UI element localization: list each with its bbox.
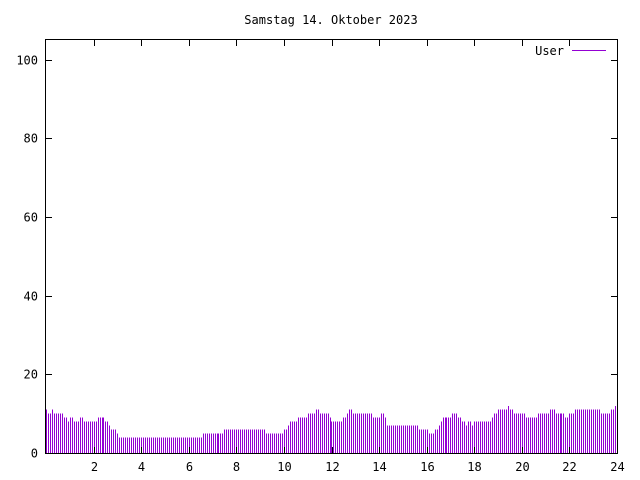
x-axis: 2 4 6 8 10 12 14 16 18 20 22 24 bbox=[91, 40, 625, 474]
x-tick-label: 24 bbox=[610, 460, 624, 474]
x-tick-label: 12 bbox=[325, 460, 339, 474]
y-tick-label: 100 bbox=[16, 54, 38, 68]
x-tick-label: 6 bbox=[186, 460, 193, 474]
y-tick-label: 40 bbox=[24, 290, 38, 304]
x-tick-label: 16 bbox=[420, 460, 434, 474]
y-tick-label: 60 bbox=[24, 211, 38, 225]
x-tick-label: 20 bbox=[515, 460, 529, 474]
legend: User bbox=[535, 44, 606, 58]
x-tick-label: 8 bbox=[233, 460, 240, 474]
y-axis: 0 20 40 60 80 100 bbox=[16, 54, 617, 461]
x-tick-label: 10 bbox=[277, 460, 291, 474]
y-tick-label: 0 bbox=[31, 447, 38, 461]
y-tick-label: 80 bbox=[24, 132, 38, 146]
x-tick-label: 18 bbox=[467, 460, 481, 474]
legend-label-user: User bbox=[535, 44, 564, 58]
x-tick-label: 2 bbox=[91, 460, 98, 474]
x-tick-label: 22 bbox=[562, 460, 576, 474]
x-tick-label: 4 bbox=[138, 460, 145, 474]
y-tick-label: 20 bbox=[24, 368, 38, 382]
chart-title: Samstag 14. Oktober 2023 bbox=[244, 13, 417, 27]
plot-frame bbox=[45, 39, 618, 454]
x-tick-label: 14 bbox=[372, 460, 386, 474]
bar-series-user bbox=[46, 405, 618, 453]
